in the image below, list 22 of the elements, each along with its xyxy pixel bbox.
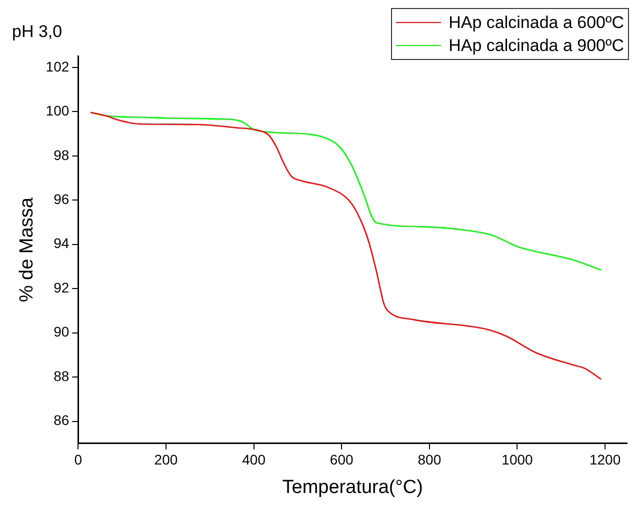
y-tick-label: 98	[54, 146, 70, 163]
y-tick-label: 90	[54, 324, 70, 340]
x-tick-label: 400	[242, 452, 266, 468]
y-tick-label: 102	[46, 58, 70, 74]
y-tick-label: 94	[54, 235, 70, 252]
x-tick-label: 800	[418, 452, 442, 468]
line-series	[90, 112, 602, 380]
x-tick-label: 0	[74, 452, 82, 468]
x-tick-label: 200	[154, 452, 178, 468]
x-axis-title: Temperatura(°C)	[282, 476, 423, 498]
chart-title: pH 3,0	[12, 22, 62, 41]
x-tick-label: 600	[330, 452, 354, 468]
x-tick-label: 1200	[589, 452, 621, 468]
y-tick-label: 86	[54, 412, 70, 428]
y-tick-label: 100	[46, 102, 70, 119]
legend-label: HAp calcinada a 600ºC	[448, 12, 624, 34]
y-tick-label: 88	[54, 368, 70, 384]
y-tick-label: 96	[54, 191, 70, 207]
legend-label: HAp calcinada a 900ºC	[448, 35, 624, 57]
x-tick-label: 1000	[502, 452, 534, 468]
y-axis-title: % de Massa	[16, 197, 38, 302]
y-tick-label: 92	[54, 279, 70, 296]
